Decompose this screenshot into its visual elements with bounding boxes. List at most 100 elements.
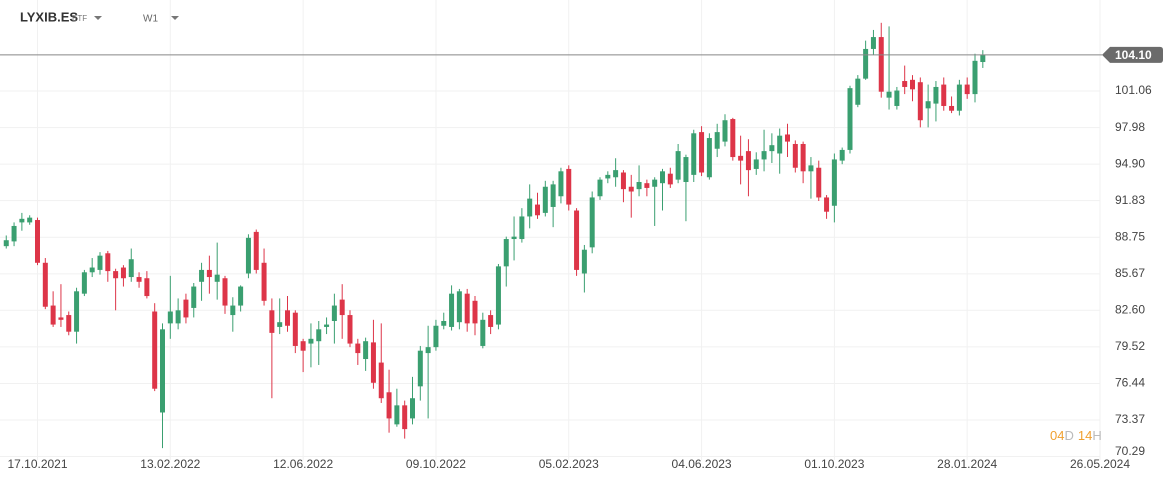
symbol[interactable]: LYXIB.ES (20, 9, 78, 24)
candle-body (379, 363, 384, 399)
candle-body (160, 329, 165, 412)
candle-body (152, 311, 157, 388)
y-tick-label: 101.06 (1115, 83, 1152, 97)
candle-body (824, 197, 829, 211)
x-tick-label: 09.10.2022 (406, 457, 466, 471)
y-tick-label: 79.52 (1115, 339, 1145, 353)
candle-body (441, 321, 446, 326)
candle-body (105, 253, 110, 271)
y-tick-label: 85.67 (1115, 266, 1145, 280)
y-tick-label: 94.90 (1115, 156, 1145, 170)
candle-body (676, 151, 681, 180)
x-tick-label: 04.06.2023 (672, 457, 732, 471)
candle-body (793, 144, 798, 168)
countdown: 04D14H (1050, 428, 1102, 443)
symbol-dropdown[interactable] (94, 16, 102, 20)
candle-body (980, 55, 985, 62)
candle-body (582, 250, 587, 274)
candle-body (801, 144, 806, 171)
candle-body (473, 301, 478, 324)
candle-body (457, 291, 462, 322)
candle-body (418, 351, 423, 387)
candle-body (355, 344, 360, 354)
x-tick-label: 17.10.2021 (7, 457, 67, 471)
x-tick-label: 28.01.2024 (937, 457, 997, 471)
candle-body (43, 263, 48, 307)
candle-body (519, 216, 524, 239)
candle-body (840, 150, 845, 161)
candle-body (285, 310, 290, 325)
candle-body (19, 219, 24, 223)
candle-body (926, 101, 931, 108)
x-tick-label: 01.10.2023 (804, 457, 864, 471)
candle-body (4, 240, 9, 246)
candle-body (660, 171, 665, 183)
candle-body (957, 85, 962, 111)
candle-body (746, 151, 751, 170)
candle-body (121, 268, 126, 279)
timeframe[interactable]: W1 (143, 14, 158, 25)
candle-body (269, 310, 274, 333)
candle-body (348, 315, 353, 344)
candle-body (215, 275, 220, 282)
candle-body (894, 91, 899, 106)
candle-body (543, 187, 548, 213)
candle-body (90, 268, 95, 273)
candle-body (754, 159, 759, 169)
candle-body (730, 119, 735, 157)
y-tick-label: 73.37 (1115, 412, 1145, 426)
y-tick-label: 97.98 (1115, 120, 1145, 134)
candle-body (504, 239, 509, 266)
candle-body (973, 61, 978, 94)
countdown-days: 04 (1050, 428, 1064, 443)
candle-body (949, 106, 954, 111)
candle-body (254, 232, 259, 270)
candle-body (933, 87, 938, 104)
candle-body (605, 175, 610, 179)
candle-body (715, 132, 720, 149)
candle-body (35, 220, 40, 263)
candle-body (629, 187, 634, 192)
candle-body (144, 278, 149, 296)
countdown-hours: 14 (1078, 428, 1092, 443)
candle-body (738, 156, 743, 161)
timeframe-dropdown[interactable] (171, 16, 179, 20)
instrument-type: ETF (72, 14, 87, 23)
candle-body (488, 315, 493, 327)
candle-body (433, 326, 438, 347)
candle-body (863, 49, 868, 79)
candle-body (230, 306, 235, 316)
candle-body (449, 294, 454, 327)
x-tick-label: 13.02.2022 (140, 457, 200, 471)
candle-body (465, 294, 470, 324)
candle-body (965, 85, 970, 95)
candle-body (707, 138, 712, 177)
candle-body (176, 310, 181, 323)
candle-body (363, 341, 368, 359)
candle-body (855, 79, 860, 105)
candle-body (82, 272, 87, 293)
y-tick-label: 88.75 (1115, 229, 1145, 243)
candle-body (402, 405, 407, 429)
candle-body (535, 205, 540, 216)
candle-body (683, 157, 688, 182)
candle-body (887, 92, 892, 98)
candle-body (871, 37, 876, 49)
candle-body (316, 329, 321, 341)
candles (4, 23, 986, 448)
candle-body (848, 88, 853, 150)
candle-body (387, 392, 392, 418)
candle-body (301, 341, 306, 351)
candle-body (652, 180, 657, 187)
candle-body (527, 199, 532, 217)
y-tick-label: 76.44 (1115, 376, 1145, 390)
countdown-days-unit: D (1064, 428, 1073, 443)
candle-body (691, 133, 696, 175)
candle-body (113, 271, 118, 278)
candle-body (832, 159, 837, 205)
candle-body (785, 134, 790, 141)
candle-body (574, 211, 579, 270)
candle-body (777, 136, 782, 154)
candle-body (621, 173, 626, 190)
